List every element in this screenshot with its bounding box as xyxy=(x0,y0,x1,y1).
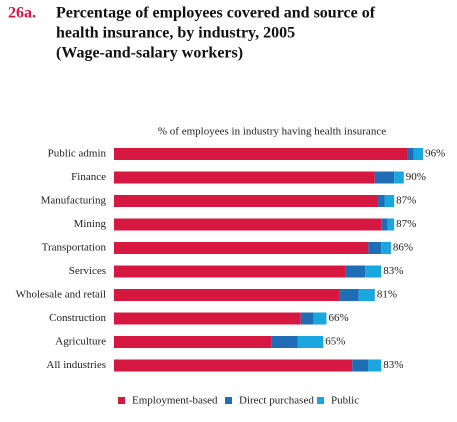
bar-segment xyxy=(114,171,375,184)
y-tick-label: Transportation xyxy=(42,242,107,254)
total-label: 83% xyxy=(383,265,403,277)
bar-segment xyxy=(114,336,272,348)
title-number: 26a. xyxy=(8,5,36,22)
bar-segment xyxy=(368,359,382,372)
bar-segment xyxy=(297,336,324,348)
total-label: 66% xyxy=(329,312,349,324)
legend-label: Employment-based xyxy=(132,395,218,407)
bar-segment xyxy=(352,359,369,372)
legend-swatch xyxy=(118,397,125,404)
bar-segment xyxy=(114,148,408,160)
chart-title: Percentage of employees covered and sour… xyxy=(56,5,376,22)
total-label: 86% xyxy=(393,242,413,254)
y-tick-label: Public admin xyxy=(48,148,107,160)
bar-segment xyxy=(381,218,388,231)
bar-segment xyxy=(114,359,353,372)
total-label: 96% xyxy=(425,148,445,160)
legend-swatch xyxy=(317,397,324,404)
bar-segment xyxy=(358,289,375,301)
bar-segment xyxy=(384,195,395,207)
bar-segment xyxy=(114,289,340,301)
legend-swatch xyxy=(225,397,232,404)
legend-label: Direct purchased xyxy=(239,395,314,407)
total-label: 83% xyxy=(383,359,403,371)
bar-segment xyxy=(381,242,391,254)
bar-segment xyxy=(114,312,301,325)
y-tick-label: Finance xyxy=(71,171,106,183)
total-label: 90% xyxy=(406,171,426,183)
y-tick-label: Construction xyxy=(49,312,106,324)
chart-subtitle: % of employees in industry having health… xyxy=(158,126,386,138)
bar-segment xyxy=(339,289,359,301)
chart-title: (Wage-and-salary workers) xyxy=(56,45,243,62)
total-label: 87% xyxy=(396,195,416,207)
bar-segment xyxy=(365,265,382,278)
total-label: 81% xyxy=(377,289,397,301)
y-tick-label: All industries xyxy=(46,359,106,371)
bar-segment xyxy=(407,148,414,160)
bar-segment xyxy=(114,195,379,207)
bar-segment xyxy=(271,336,298,348)
bar-segment xyxy=(114,265,346,278)
bar-segment xyxy=(114,242,369,254)
total-label: 65% xyxy=(325,336,345,348)
bar-segment xyxy=(368,242,382,254)
y-tick-label: Wholesale and retail xyxy=(16,289,106,301)
bar-segment xyxy=(313,312,327,325)
y-tick-label: Manufacturing xyxy=(41,195,107,207)
bar-segment xyxy=(387,218,395,231)
bar-segment xyxy=(300,312,314,325)
bar-segment xyxy=(114,218,382,231)
bar-segment xyxy=(394,171,404,184)
bar-segment xyxy=(345,265,366,278)
bar-segment xyxy=(413,148,424,160)
y-tick-label: Services xyxy=(69,265,106,277)
y-tick-label: Mining xyxy=(74,218,107,230)
bar-segment xyxy=(378,195,385,207)
legend-label: Public xyxy=(331,395,359,407)
total-label: 87% xyxy=(396,218,416,230)
y-tick-label: Agriculture xyxy=(55,336,106,348)
chart-title: health insurance, by industry, 2005 xyxy=(56,25,295,42)
bar-segment xyxy=(374,171,395,184)
